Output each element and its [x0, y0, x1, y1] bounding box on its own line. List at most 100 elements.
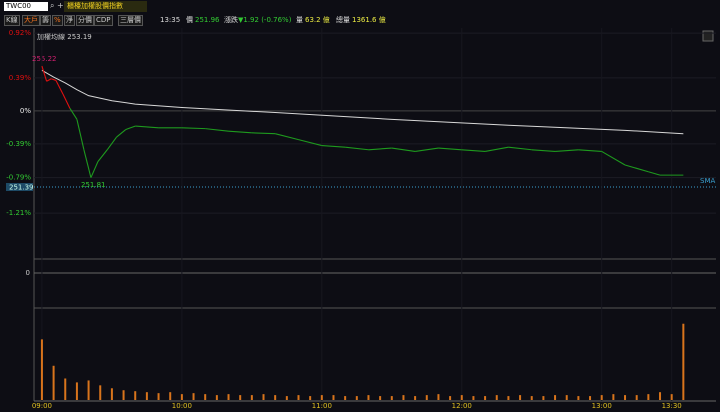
- volume-bar: [379, 396, 382, 400]
- volume-bar: [64, 378, 67, 400]
- toolbar-button[interactable]: 淨: [64, 15, 75, 26]
- price-segment: [135, 125, 159, 129]
- x-tick-label: 11:00: [312, 402, 332, 410]
- price-segment: [415, 147, 439, 153]
- price-segment: [601, 150, 626, 166]
- chart: 251.39 SMA 255.22 251.81 加權均線 253.19 0.9…: [6, 28, 716, 410]
- last-price-tag: 251.39: [9, 184, 34, 192]
- price-segment: [624, 164, 649, 173]
- price-segment: [55, 80, 64, 95]
- price-segment: [106, 136, 118, 151]
- price-segment: [578, 149, 602, 153]
- legend-value: 253.19: [67, 33, 92, 41]
- volume-bar: [204, 394, 207, 400]
- instrument-title: 櫃檯加權股價指數: [64, 1, 147, 12]
- price-segment: [97, 149, 108, 162]
- volume: 63.2 億: [305, 16, 330, 24]
- volume-bar: [239, 395, 242, 400]
- price-segment: [90, 161, 99, 178]
- volume-bar: [309, 396, 312, 400]
- volume-bar: [332, 395, 335, 400]
- price-segment: [228, 130, 252, 134]
- toolbar-button[interactable]: 籌: [40, 15, 51, 26]
- toolbar-button[interactable]: CDP: [94, 15, 113, 26]
- second-toolbar: 13:35 價 251.96 漲跌 ▼1.92 (-0.76%) 量 63.2 …: [0, 14, 720, 26]
- change: ▼1.92 (-0.76%): [238, 16, 292, 24]
- average-line: [41, 69, 684, 135]
- price-segment: [62, 93, 71, 109]
- volume-bar: [507, 396, 510, 400]
- volume-bar: [192, 393, 195, 400]
- volume-bar: [40, 339, 43, 400]
- toolbar-button[interactable]: 分價: [76, 15, 94, 26]
- price-segment: [508, 146, 532, 151]
- price-segment: [391, 147, 416, 153]
- volume-bar: [577, 396, 580, 400]
- volume-bar: [624, 395, 627, 400]
- price-segment: [125, 125, 136, 130]
- price-segment: [41, 65, 48, 82]
- y-tick-label: 0: [26, 269, 30, 277]
- volume-bar: [390, 396, 393, 400]
- volume-bar: [484, 396, 487, 400]
- price-segment: [461, 149, 486, 153]
- volume-bar: [670, 394, 673, 400]
- volume-bar: [425, 395, 428, 400]
- expand-button[interactable]: [702, 30, 714, 42]
- volume-bar: [554, 395, 557, 400]
- volume-bar: [495, 395, 498, 400]
- price-segment: [76, 119, 85, 150]
- legend-name: 加權均線: [37, 32, 65, 41]
- volume-bar: [414, 396, 417, 400]
- toolbar-button[interactable]: 大戶: [22, 15, 40, 26]
- volume-bar: [519, 395, 522, 400]
- price-segment: [181, 127, 206, 130]
- volume-bar: [250, 395, 253, 400]
- price-segment: [46, 78, 52, 82]
- symbol-input[interactable]: TWC00: [4, 2, 48, 11]
- volume-bar: [180, 394, 183, 400]
- price-segment: [368, 147, 392, 151]
- volume-bar: [274, 395, 277, 400]
- volume-bar: [320, 395, 323, 400]
- volume-bar: [134, 391, 137, 400]
- price-segment: [251, 132, 276, 135]
- volume-bar: [285, 396, 288, 400]
- y-tick-label: 0%: [20, 107, 31, 115]
- price-label: 價: [186, 16, 193, 24]
- last-price-tag-bg: [6, 183, 33, 191]
- volume-bar: [99, 385, 102, 400]
- volume-bar: [682, 323, 685, 400]
- volume-bar: [659, 392, 662, 400]
- toolbar-button[interactable]: %: [52, 15, 63, 26]
- volume-bar: [437, 394, 440, 400]
- price-segment: [648, 171, 661, 176]
- volume-bar: [460, 395, 463, 400]
- price-segment: [116, 129, 127, 138]
- volume-bar: [612, 394, 615, 400]
- x-tick-label: 09:00: [32, 402, 52, 410]
- volume-bar: [472, 396, 475, 400]
- y-tick-label: -0.39%: [6, 140, 31, 148]
- volume-bar: [52, 365, 55, 400]
- y-tick-label: -1.21%: [6, 209, 31, 217]
- legend: 加權均線 253.19: [37, 32, 92, 41]
- total: 1361.6 億: [352, 16, 386, 24]
- search-icon[interactable]: ⌕ +: [50, 1, 64, 10]
- volume-bar: [589, 396, 592, 400]
- volume-bar: [565, 395, 568, 400]
- volume-bar: [110, 388, 113, 400]
- toolbar-button[interactable]: K線: [4, 15, 20, 26]
- volume-bar: [402, 395, 405, 400]
- price-segment: [69, 108, 78, 120]
- price-segment: [438, 147, 462, 151]
- volume-bar: [227, 394, 230, 400]
- price-segment: [321, 144, 346, 148]
- x-tick-label: 10:00: [172, 402, 192, 410]
- toolbar-button[interactable]: 三層價: [118, 15, 143, 26]
- total-label: 總量: [336, 16, 350, 24]
- price-segment: [531, 149, 556, 153]
- y-tick-label: -0.79%: [6, 174, 31, 182]
- volume-bar: [157, 393, 160, 400]
